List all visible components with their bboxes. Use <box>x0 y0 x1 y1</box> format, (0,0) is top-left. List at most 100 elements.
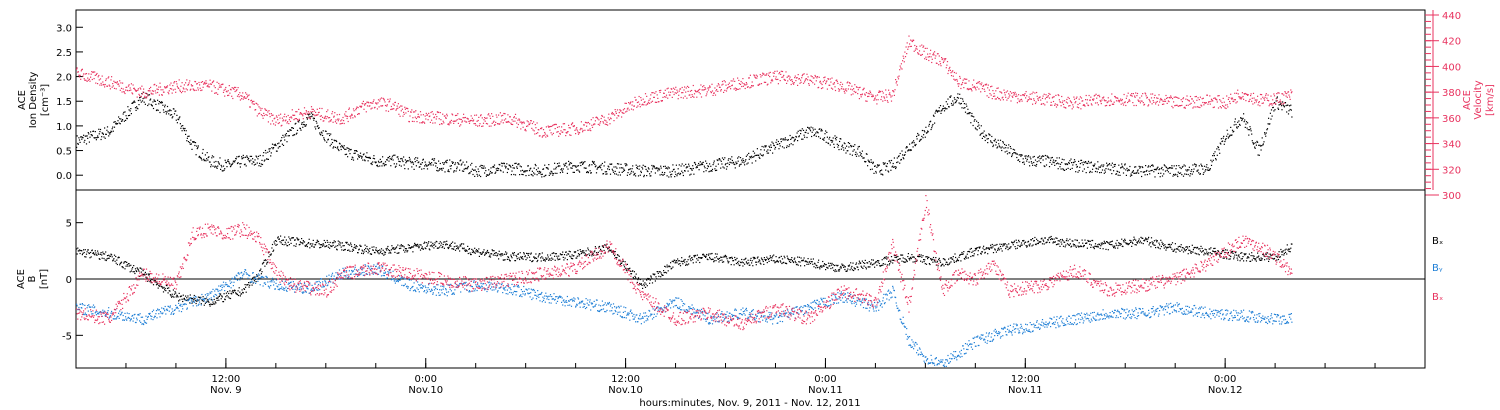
velocity-point <box>858 98 860 100</box>
velocity-point <box>619 109 621 111</box>
bx-point <box>504 259 506 261</box>
density-point <box>188 135 190 137</box>
velocity-point <box>531 127 533 129</box>
density-point <box>807 126 809 128</box>
velocity-point <box>237 87 239 89</box>
velocity-point <box>988 96 990 98</box>
density-point <box>856 153 858 155</box>
density-point <box>1028 161 1030 163</box>
velocity-point <box>1277 101 1280 103</box>
bx-point <box>501 253 503 255</box>
bx-point <box>99 253 102 255</box>
density-point <box>382 156 384 158</box>
velocity-point <box>500 121 502 123</box>
velocity-point <box>302 115 304 117</box>
velocity-point <box>1047 96 1049 98</box>
density-point <box>854 153 856 156</box>
bx-point <box>356 246 358 248</box>
velocity-point <box>288 119 290 121</box>
density-point <box>747 162 749 164</box>
density-point <box>1110 164 1112 166</box>
velocity-point <box>463 113 465 115</box>
velocity-point <box>222 91 225 93</box>
density-point <box>777 143 779 145</box>
velocity-point <box>1187 99 1189 101</box>
density-point <box>1059 166 1061 168</box>
velocity-point <box>1115 97 1117 99</box>
density-point <box>774 148 776 150</box>
density-point <box>923 130 925 132</box>
density-point <box>1086 162 1088 165</box>
density-point <box>714 169 717 172</box>
velocity-point <box>186 89 188 91</box>
velocity-point <box>307 117 309 119</box>
velocity-point <box>1118 99 1120 101</box>
velocity-point <box>981 88 983 90</box>
density-point <box>756 148 758 150</box>
velocity-point <box>108 84 110 86</box>
velocity-point <box>483 119 485 121</box>
velocity-point <box>839 89 841 91</box>
density-point <box>245 165 247 167</box>
density-point <box>274 144 276 146</box>
bx-point <box>387 249 390 251</box>
density-point <box>1044 165 1046 168</box>
velocity-point <box>1098 94 1100 96</box>
density-point <box>611 168 613 170</box>
velocity-point <box>945 58 947 60</box>
density-point <box>1254 146 1256 148</box>
bx-point <box>408 247 410 249</box>
density-point <box>285 135 287 137</box>
bx-point <box>214 303 216 305</box>
density-point <box>945 108 947 110</box>
bx-point <box>485 252 487 254</box>
density-point <box>364 159 366 161</box>
velocity-point <box>834 89 837 92</box>
velocity-point <box>1206 94 1208 96</box>
density-point <box>869 168 872 171</box>
bx-point <box>364 244 366 246</box>
velocity-point <box>275 115 278 117</box>
velocity-point <box>314 115 316 117</box>
velocity-point <box>504 113 506 115</box>
density-point <box>759 157 761 159</box>
density-point <box>117 120 119 122</box>
velocity-point <box>289 120 292 122</box>
density-point <box>959 103 961 105</box>
density-point <box>426 165 428 167</box>
density-point <box>744 160 746 162</box>
velocity-point <box>123 91 125 93</box>
velocity-point <box>524 128 526 130</box>
density-point <box>1122 172 1125 174</box>
density-point <box>705 160 707 162</box>
density-point <box>1213 153 1215 155</box>
velocity-point <box>691 94 693 96</box>
density-point <box>294 134 296 136</box>
density-point <box>870 159 872 161</box>
velocity-point <box>274 124 276 126</box>
velocity-point <box>734 87 736 89</box>
density-point <box>468 173 470 175</box>
velocity-point <box>568 124 570 126</box>
velocity-point <box>692 84 694 87</box>
density-point <box>193 141 195 143</box>
density-point <box>748 158 750 160</box>
velocity-point <box>1255 99 1257 101</box>
velocity-point <box>144 95 146 97</box>
velocity-point <box>662 96 664 98</box>
bx-point <box>109 255 111 257</box>
velocity-point <box>801 77 803 79</box>
velocity-point <box>649 98 651 100</box>
velocity-point <box>607 117 609 119</box>
velocity-point <box>631 104 633 106</box>
density-point <box>514 162 516 165</box>
density-point <box>480 175 482 178</box>
density-point <box>736 162 738 164</box>
velocity-point <box>722 83 724 85</box>
density-point <box>795 136 798 138</box>
density-point <box>212 165 214 167</box>
velocity-point <box>334 121 336 123</box>
velocity-point <box>533 121 535 123</box>
density-point <box>418 161 420 163</box>
velocity-point <box>1132 93 1134 95</box>
